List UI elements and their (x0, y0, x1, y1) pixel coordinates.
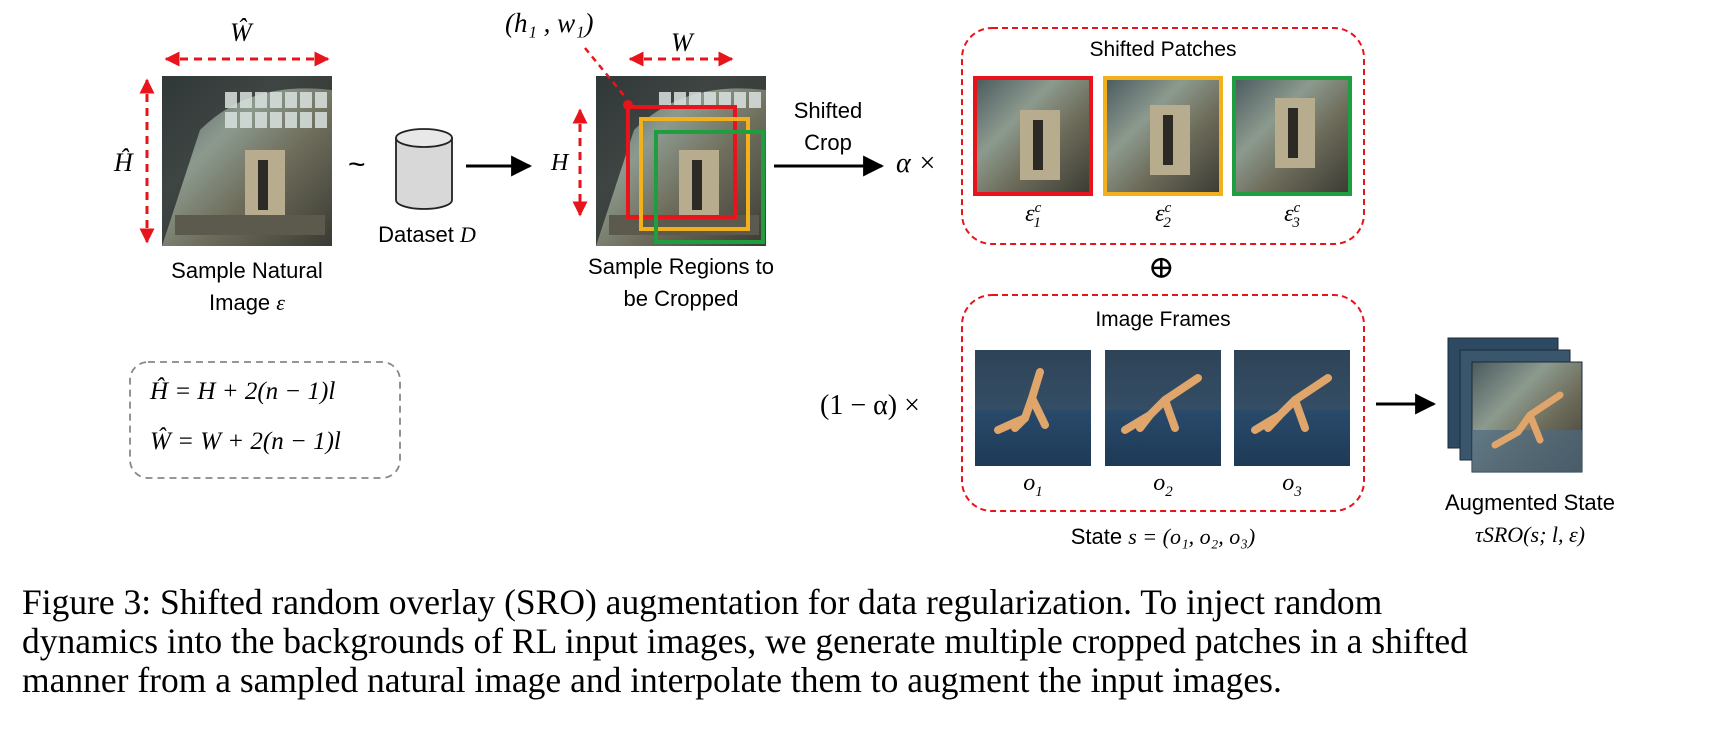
shifted-crop-line2: Crop (804, 130, 852, 155)
equations-box (129, 361, 401, 479)
patch-2 (1103, 76, 1223, 196)
caption-line-1: Figure 3: Shifted random overlay (SRO) a… (22, 582, 1383, 622)
shifted-patches-title: Shifted Patches (1089, 38, 1237, 61)
frame-1-label: o1 (1023, 470, 1043, 500)
state-label: State s = (o₁, o₂, o₃) (1070, 524, 1256, 549)
oplus-symbol: ⊕ (1148, 249, 1175, 285)
dataset-cylinder-icon (395, 128, 453, 210)
frame-2-label: o2 (1153, 470, 1173, 500)
crop-caption-line1: Sample Regions to (588, 254, 774, 279)
equation-2: Ŵ = W + 2(n − 1)l (150, 428, 341, 455)
alpha-label: α × (896, 148, 937, 179)
image-frames-title: Image Frames (1095, 308, 1231, 331)
patch-3-label: εc3 (1284, 200, 1301, 231)
patch-2-label: εc2 (1155, 200, 1172, 231)
frame-3 (1234, 350, 1350, 466)
shifted-crop-line1: Shifted (793, 98, 863, 123)
image-frames-container (961, 294, 1365, 512)
patch-1 (973, 76, 1093, 196)
dataset-label: Dataset D (378, 222, 476, 247)
equation-1: Ĥ = H + 2(n − 1)l (150, 378, 336, 405)
natural-caption-line1: Sample Natural (171, 258, 323, 283)
caption-line-2: dynamics into the backgrounds of RL inpu… (22, 621, 1468, 661)
crop-box-green (654, 130, 765, 244)
diagram-graphics (129, 27, 1583, 512)
corner-label: (h₁ , w₁) (505, 8, 594, 38)
crop-height-symbol: H (551, 150, 569, 176)
crop-width-symbol: W (671, 28, 693, 57)
natural-image (162, 76, 332, 246)
frame-1 (975, 350, 1091, 466)
crop-region-image (596, 76, 766, 246)
shifted-patches-container (961, 27, 1365, 245)
frame-3-label: o3 (1282, 470, 1302, 500)
one-minus-alpha-label: (1 − α) × (820, 390, 920, 421)
augmented-line2: τSRO(s; l, ε) (1474, 522, 1586, 547)
crop-caption-line2: be Cropped (623, 286, 739, 311)
patch-3 (1232, 76, 1352, 196)
natural-caption-line2: Image ε (209, 290, 285, 315)
caption-line-3: manner from a sampled natural image and … (22, 660, 1282, 700)
crop-box-red (626, 105, 737, 219)
frame-2 (1105, 350, 1221, 466)
natural-width-symbol: Ŵ (230, 18, 252, 47)
augmented-line1: Augmented State (1444, 490, 1615, 515)
crop-box-yellow (639, 117, 750, 231)
patch-1-label: εc1 (1025, 200, 1042, 231)
natural-height-symbol: Ĥ (114, 148, 133, 177)
augmented-state-stack (1447, 337, 1583, 473)
figure-caption: Figure 3: Shifted random overlay (SRO) a… (22, 583, 1712, 700)
tilde-symbol: ~ (348, 148, 366, 181)
